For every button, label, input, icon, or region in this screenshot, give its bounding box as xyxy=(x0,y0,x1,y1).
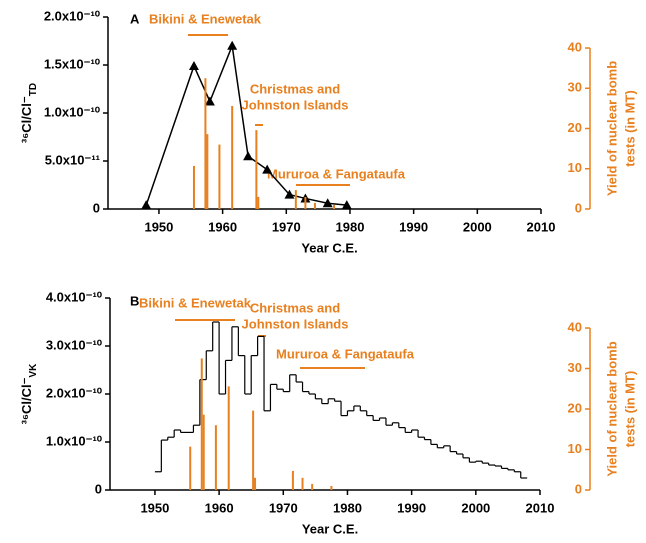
x-tick-label: 1980 xyxy=(333,500,362,515)
x-tick-label: 1950 xyxy=(144,219,173,234)
yield-bar xyxy=(255,130,258,209)
y-label-main: ³⁶Cl/Cl⁻ xyxy=(19,96,34,143)
x-tick-label: 1990 xyxy=(399,219,428,234)
y2-tick-label: 30 xyxy=(568,360,582,375)
x-tick-label: 1950 xyxy=(140,500,169,515)
yield-bar xyxy=(252,410,255,490)
y-tick-label: 0 xyxy=(93,200,100,215)
annotation: Bikini & Enewetak xyxy=(139,295,252,310)
y-axis-label: ³⁶Cl/Cl⁻TD xyxy=(19,83,38,143)
x-tick-label: 1960 xyxy=(208,219,237,234)
marker xyxy=(322,198,333,208)
y2-tick-label: 0 xyxy=(575,481,582,496)
yield-bar xyxy=(291,470,294,490)
y2-tick-label: 10 xyxy=(568,441,582,456)
y2-tick-label: 30 xyxy=(568,80,582,95)
y2-tick-label: 10 xyxy=(568,160,582,175)
y2-tick-label: 0 xyxy=(575,200,582,215)
yield-bar xyxy=(189,446,192,490)
annotation: Johnston Islands xyxy=(242,97,349,112)
annotation: Bikini & Enewetak xyxy=(149,11,262,26)
x-tick-label: 2000 xyxy=(463,219,492,234)
annotation: Mururoa & Fangataufa xyxy=(276,346,415,361)
y2-tick-label: 20 xyxy=(568,120,582,135)
yield-bar xyxy=(192,165,195,209)
y-tick-label: 2.0x10⁻¹⁰ xyxy=(46,385,103,400)
yield-bar xyxy=(313,202,316,209)
x-tick-label: 2000 xyxy=(461,500,490,515)
y2-tick-label: 40 xyxy=(568,319,582,334)
x-tick-label: 2010 xyxy=(526,500,555,515)
y-tick-label: 3.0x10⁻¹⁰ xyxy=(46,337,103,352)
yield-bar xyxy=(214,425,217,490)
y-tick-label: 1.5x10⁻¹⁰ xyxy=(44,56,101,71)
panel-label: B xyxy=(130,293,139,308)
y-tick-label: 4.0x10⁻¹⁰ xyxy=(46,289,103,304)
marker xyxy=(227,40,238,50)
yield-bar xyxy=(231,105,234,209)
y2-tick-label: 40 xyxy=(568,39,582,54)
yield-bar xyxy=(227,386,230,490)
y-axis-label: ³⁶Cl/Cl⁻VK xyxy=(19,363,38,424)
y-label-main: ³⁶Cl/Cl⁻ xyxy=(19,377,34,424)
yield-bar xyxy=(200,358,203,490)
panel-label: A xyxy=(130,11,140,26)
y2-axis-label: Yield of nuclear bomb xyxy=(604,341,619,476)
ratio-line xyxy=(145,42,347,206)
y2-axis-label: Yield of nuclear bomb xyxy=(604,61,619,196)
y-tick-label: 5.0x10⁻¹¹ xyxy=(45,152,100,167)
yield-bar xyxy=(301,477,304,490)
x-tick-label: 1970 xyxy=(272,219,301,234)
yield-bar xyxy=(311,483,314,490)
marker xyxy=(262,164,273,174)
annotation: Mururoa & Fangataufa xyxy=(267,166,406,181)
x-tick-label: 1970 xyxy=(269,500,298,515)
y-tick-label: 0 xyxy=(95,481,102,496)
y2-tick-label: 20 xyxy=(568,400,582,415)
yield-bar xyxy=(333,204,336,209)
marker xyxy=(204,96,215,106)
yield-bar xyxy=(218,144,221,209)
y-label-sub: VK xyxy=(28,363,39,378)
marker xyxy=(284,189,295,199)
annotation: Christmas and xyxy=(250,300,340,315)
marker xyxy=(188,60,199,70)
yield-bar xyxy=(257,196,260,209)
y2-axis-label: tests (in MT) xyxy=(622,371,637,448)
y-tick-label: 1.0x10⁻¹⁰ xyxy=(44,104,101,119)
x-axis-label: Year C.E. xyxy=(302,521,358,536)
y-tick-label: 1.0x10⁻¹⁰ xyxy=(46,433,103,448)
annotation: Christmas and xyxy=(250,81,340,96)
yield-bar xyxy=(204,78,207,209)
x-axis-label: Year C.E. xyxy=(301,240,357,255)
x-tick-label: 1980 xyxy=(336,219,365,234)
y-tick-label: 2.0x10⁻¹⁰ xyxy=(44,8,101,23)
yield-bar xyxy=(304,196,307,209)
marker xyxy=(243,151,254,161)
x-tick-label: 2010 xyxy=(527,219,556,234)
x-tick-label: 1990 xyxy=(397,500,426,515)
annotation: Johnston Islands xyxy=(242,316,349,331)
yield-bar xyxy=(206,134,209,209)
x-tick-label: 1960 xyxy=(205,500,234,515)
marker xyxy=(341,200,352,210)
y2-axis-label: tests (in MT) xyxy=(622,90,637,167)
yield-bar xyxy=(294,190,297,209)
marker xyxy=(141,200,152,210)
y-label-sub: TD xyxy=(28,83,39,96)
yield-bar xyxy=(202,414,205,490)
yield-bar xyxy=(254,477,257,490)
yield-bar xyxy=(330,485,333,490)
